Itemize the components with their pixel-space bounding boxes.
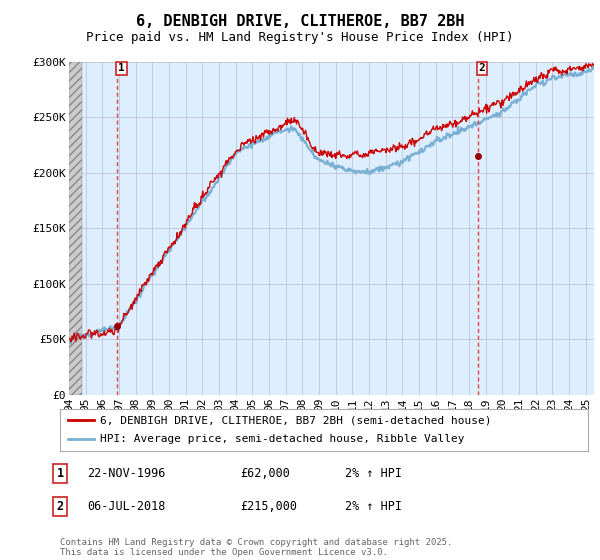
Text: 6, DENBIGH DRIVE, CLITHEROE, BB7 2BH: 6, DENBIGH DRIVE, CLITHEROE, BB7 2BH — [136, 14, 464, 29]
Text: 2: 2 — [479, 63, 485, 73]
Text: 06-JUL-2018: 06-JUL-2018 — [87, 500, 166, 514]
Text: Price paid vs. HM Land Registry's House Price Index (HPI): Price paid vs. HM Land Registry's House … — [86, 31, 514, 44]
Text: HPI: Average price, semi-detached house, Ribble Valley: HPI: Average price, semi-detached house,… — [100, 435, 464, 445]
Text: 2% ↑ HPI: 2% ↑ HPI — [345, 466, 402, 480]
Text: 1: 1 — [56, 466, 64, 480]
Text: 2% ↑ HPI: 2% ↑ HPI — [345, 500, 402, 514]
Text: 6, DENBIGH DRIVE, CLITHEROE, BB7 2BH (semi-detached house): 6, DENBIGH DRIVE, CLITHEROE, BB7 2BH (se… — [100, 415, 491, 425]
Text: 2: 2 — [56, 500, 64, 514]
Text: £62,000: £62,000 — [240, 466, 290, 480]
Text: 22-NOV-1996: 22-NOV-1996 — [87, 466, 166, 480]
Text: 1: 1 — [118, 63, 125, 73]
Text: £215,000: £215,000 — [240, 500, 297, 514]
Text: Contains HM Land Registry data © Crown copyright and database right 2025.
This d: Contains HM Land Registry data © Crown c… — [60, 538, 452, 557]
Bar — [69, 62, 82, 395]
